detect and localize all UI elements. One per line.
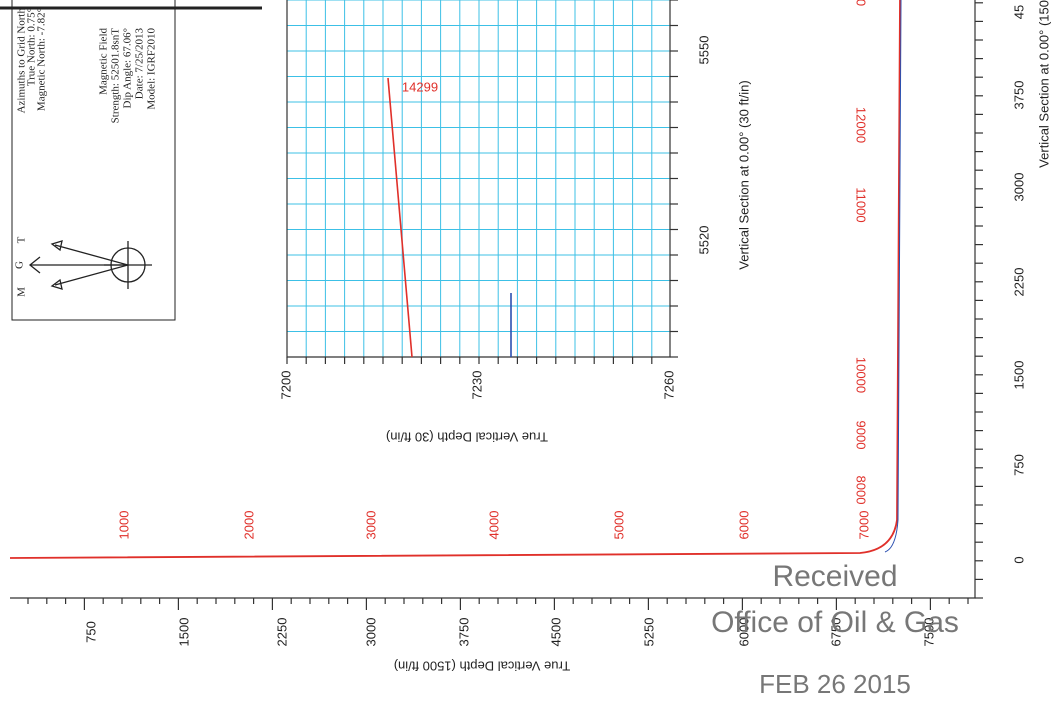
compass-letter: T <box>16 236 28 243</box>
x-tick-label: 4500 <box>548 618 563 647</box>
inset-y-label: Vertical Section at 0.00° (30 ft/in) <box>736 80 751 269</box>
main-well-path <box>9 0 901 559</box>
info-text: Magnetic North: -7.82° <box>36 8 48 111</box>
x-axis-label: True Vertical Depth (1500 ft/in) <box>394 659 571 674</box>
info-text: True North: 0.75° <box>26 8 38 86</box>
inset-y-tick-label: 5550 <box>696 36 711 65</box>
md-label: 12000 <box>854 107 869 143</box>
compass-letter: G <box>14 261 26 269</box>
inset-x-tick-label: 7260 <box>661 371 676 400</box>
md-label: 5000 <box>611 511 626 540</box>
layout <box>10 0 983 610</box>
inset-point-label: 14299 <box>402 79 438 94</box>
md-label: 6000 <box>736 511 751 540</box>
x-tick-label: 2250 <box>274 618 289 647</box>
md-label: 11000 <box>854 187 869 222</box>
md-label: 1000 <box>116 511 131 540</box>
y-tick-label: 1500 <box>1011 361 1026 390</box>
y-tick-label: 750 <box>1011 454 1026 476</box>
info-text: Model: IGRF2010 <box>146 28 158 110</box>
x-tick-label: 3000 <box>363 618 378 647</box>
md-label: 13000 <box>854 0 869 6</box>
x-tick-label: 6000 <box>736 618 751 647</box>
y-tick-label: 3750 <box>1011 81 1026 110</box>
x-tick-label: 6750 <box>828 618 843 647</box>
y-tick-label: 45 <box>1011 5 1026 19</box>
md-label: 7000 <box>856 511 871 540</box>
compass-letter: M <box>16 287 28 297</box>
y-tick-label: 3000 <box>1011 173 1026 202</box>
inset-y-tick-label: 5520 <box>696 226 711 255</box>
inset-x-tick-label: 7200 <box>278 371 293 400</box>
md-label: 3000 <box>363 511 378 540</box>
info-text: Date: 7/25/2013 <box>134 28 146 100</box>
stamp-text: FEB 26 2015 <box>759 669 911 699</box>
main-plan-line <box>884 0 902 553</box>
compass <box>28 240 152 290</box>
info-text: Azimuths to Grid North <box>16 8 28 114</box>
x-tick-label: 3750 <box>456 618 471 647</box>
stamp-text: Office of Oil & Gas <box>711 606 959 639</box>
x-tick-label: 1500 <box>176 618 191 647</box>
x-tick-label: 5250 <box>641 618 656 647</box>
info-text: Dip Angle: 67.06° <box>122 28 134 108</box>
x-tick-label: 750 <box>83 621 98 643</box>
md-label: 9000 <box>854 421 869 450</box>
info-box <box>11 0 176 321</box>
md-label: 10000 <box>854 357 869 393</box>
info-text: Magnetic Field <box>98 28 110 95</box>
inset-x-label: True Vertical Depth (30 ft/in) <box>386 430 548 445</box>
y-tick-label: 2250 <box>1011 268 1026 297</box>
md-label: 8000 <box>854 476 869 505</box>
md-label: 4000 <box>486 511 501 540</box>
inset-x-tick-label: 7230 <box>469 371 484 400</box>
y-axis-label: Vertical Section at 0.00° (150 <box>1036 0 1051 168</box>
x-tick-label: 7500 <box>921 618 936 647</box>
stamp-text: Received <box>772 560 897 593</box>
inset-well-path <box>387 77 413 358</box>
info-text: Strength: 52501.8snT <box>110 28 122 124</box>
md-label: 2000 <box>241 511 256 540</box>
y-tick-label: 0 <box>1011 556 1026 563</box>
